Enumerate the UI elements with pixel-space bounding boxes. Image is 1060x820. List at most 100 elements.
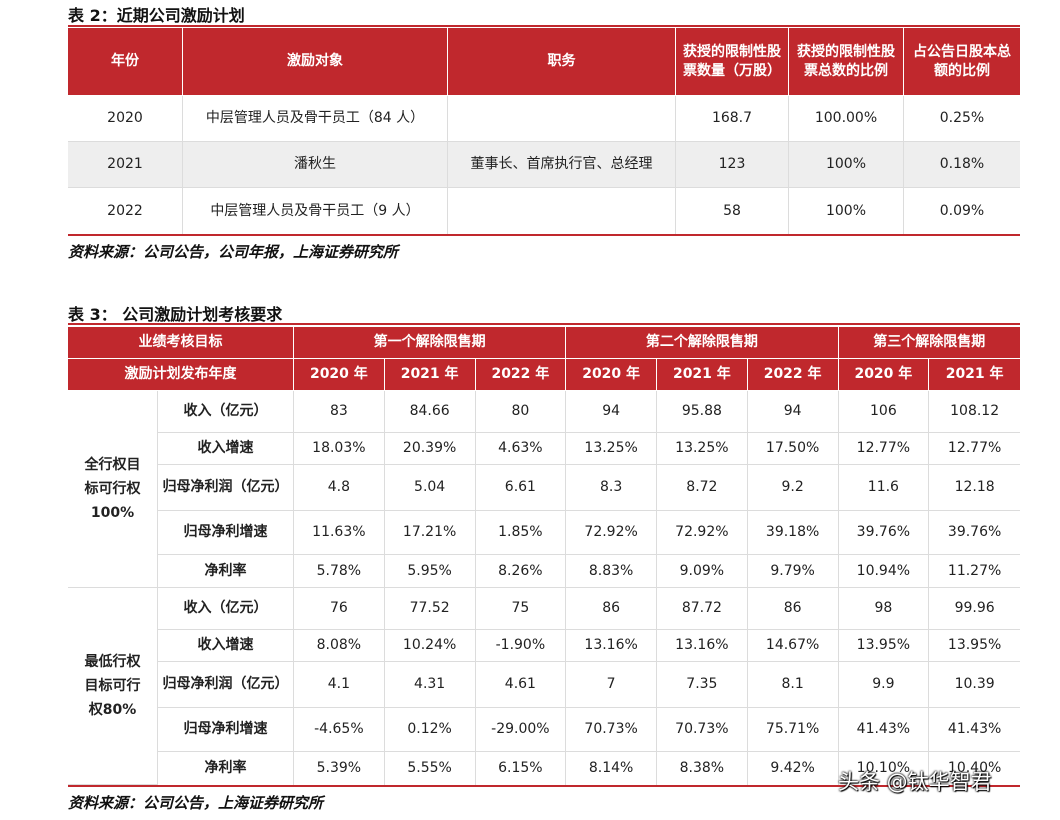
table3-cell: 6.15% (476, 752, 567, 785)
table3-metric-label: 净利率 (158, 555, 294, 588)
table2-cell: 2022 (68, 188, 183, 234)
table3: 业绩考核目标 第一个解除限售期 第二个解除限售期 第三个解除限售期 激励计划发布… (68, 327, 1020, 787)
table3-header-period-1: 第一个解除限售期 (294, 327, 567, 359)
table3-cell: -4.65% (294, 708, 385, 752)
table3-cell: 6.61 (475, 465, 567, 511)
table3-cell: 13.95% (929, 630, 1020, 662)
table3-cell: 94 (747, 391, 839, 433)
table3-cell: 8.83% (566, 555, 657, 588)
table2-cell: 中层管理人员及骨干员工（9 人） (183, 188, 448, 234)
table2-cell: 0.25% (904, 96, 1020, 142)
table3-cell: 8.3 (566, 465, 657, 511)
table3-header-period-3: 第三个解除限售期 (838, 327, 1020, 359)
table2-cell: 100.00% (789, 96, 904, 142)
table3-cell: 12.18 (929, 465, 1020, 511)
table3-cell: 84.66 (384, 391, 476, 433)
table3-cell: 5.78% (294, 555, 385, 588)
table3-cell: 86 (747, 588, 839, 630)
table3-cell: 86 (566, 588, 657, 630)
table3-cell: 13.25% (566, 433, 657, 465)
table3-cell: 11.6 (838, 465, 930, 511)
table3-cell: 98 (838, 588, 930, 630)
watermark: 头条 @钛华智君 (838, 770, 992, 794)
table3-cell: 9.2 (747, 465, 839, 511)
table2-cell: 董事长、首席执行官、总经理 (448, 142, 676, 188)
table3-source: 资料来源：公司公告，上海证券研究所 (68, 794, 324, 812)
table2-cell: 中层管理人员及骨干员工（84 人） (183, 96, 448, 142)
table3-cell: 10.10% (839, 752, 930, 785)
table3-cell: 70.73% (566, 708, 657, 752)
table2: 年份 激励对象 职务 获授的限制性股票数量（万股） 获授的限制性股票总数的比例 … (68, 28, 1020, 236)
table3-group-label: 全行权目标可行权100% (68, 391, 158, 588)
table3-cell: 9.79% (747, 555, 839, 588)
table3-cell: 70.73% (657, 708, 748, 752)
table3-cell: 12.77% (838, 433, 930, 465)
table3-cell: 4.31 (384, 662, 476, 708)
table2-cell: 2020 (68, 96, 183, 142)
table3-cell: 11.27% (929, 555, 1020, 588)
table3-cell: 80 (475, 391, 567, 433)
table3-cell: 39.76% (929, 511, 1020, 555)
table3-cell: 4.1 (294, 662, 385, 708)
table2-header-shares: 获授的限制性股票数量（万股） (676, 28, 789, 96)
table3-cell: 9.09% (657, 555, 748, 588)
table3-cell: 12.77% (929, 433, 1020, 465)
table3-cell: 8.38% (657, 752, 748, 785)
table3-cell: 99.96 (929, 588, 1020, 630)
table3-cell: 13.95% (838, 630, 930, 662)
table3-cell: 17.21% (384, 511, 476, 555)
table3-cell: 11.63% (294, 511, 385, 555)
table2-cell: 潘秋生 (183, 142, 448, 188)
table3-cell: 5.39% (294, 752, 385, 785)
table3-cell: 72.92% (657, 511, 748, 555)
table3-cell: 5.95% (384, 555, 476, 588)
table3-cell: 41.43% (929, 708, 1020, 752)
table3-cell: 7 (566, 662, 657, 708)
table3-cell: 8.1 (747, 662, 839, 708)
table3-cell: 39.18% (747, 511, 839, 555)
table3-cell: 94 (566, 391, 657, 433)
table3-cell: 87.72 (657, 588, 748, 630)
table2-title: 表 2：近期公司激励计划 (68, 6, 245, 25)
table3-title-rule (68, 323, 1020, 325)
table2-cell: 2021 (68, 142, 183, 188)
table2-cell: 123 (676, 142, 789, 188)
table2-header-position: 职务 (448, 28, 676, 96)
table3-year-header: 2021 年 (929, 359, 1020, 391)
table3-year-header: 2020 年 (566, 359, 657, 391)
table2-cell (448, 188, 676, 234)
table2-header-year: 年份 (68, 28, 183, 96)
table3-cell: 4.8 (294, 465, 385, 511)
table3-cell: 9.42% (748, 752, 839, 785)
table2-header-capital-ratio: 占公告日股本总额的比例 (904, 28, 1020, 96)
table2-header-target: 激励对象 (183, 28, 448, 96)
table3-cell: 41.43% (838, 708, 930, 752)
table3-metric-label: 净利率 (158, 752, 294, 785)
table3-cell: 20.39% (384, 433, 476, 465)
table2-cell: 100% (789, 142, 904, 188)
table3-cell: 7.35 (657, 662, 748, 708)
table3-cell: 72.92% (566, 511, 657, 555)
table3-metric-label: 收入（亿元） (158, 588, 294, 630)
table3-cell: 1.85% (475, 511, 567, 555)
table3-cell: 76 (294, 588, 385, 630)
table3-cell: 95.88 (657, 391, 748, 433)
table3-cell: 75 (475, 588, 567, 630)
table3-cell: 10.39 (929, 662, 1020, 708)
table3-cell: 17.50% (747, 433, 839, 465)
table3-metric-label: 收入增速 (158, 630, 294, 662)
table2-title-rule (68, 25, 1020, 27)
table3-cell: 13.16% (566, 630, 657, 662)
table2-cell (448, 96, 676, 142)
table3-cell: 83 (294, 391, 385, 433)
table3-group-label: 最低行权目标可行权80% (68, 588, 158, 785)
table3-title: 表 3： 公司激励计划考核要求 (68, 305, 283, 324)
table3-cell: 10.94% (838, 555, 930, 588)
table2-source: 资料来源：公司公告，公司年报，上海证券研究所 (68, 243, 399, 261)
table3-cell: 14.67% (747, 630, 839, 662)
table3-cell: 8.72 (657, 465, 748, 511)
table3-cell: 4.63% (475, 433, 567, 465)
table3-year-header: 2022 年 (475, 359, 567, 391)
table3-cell: -29.00% (475, 708, 567, 752)
table3-cell: 4.61 (475, 662, 567, 708)
